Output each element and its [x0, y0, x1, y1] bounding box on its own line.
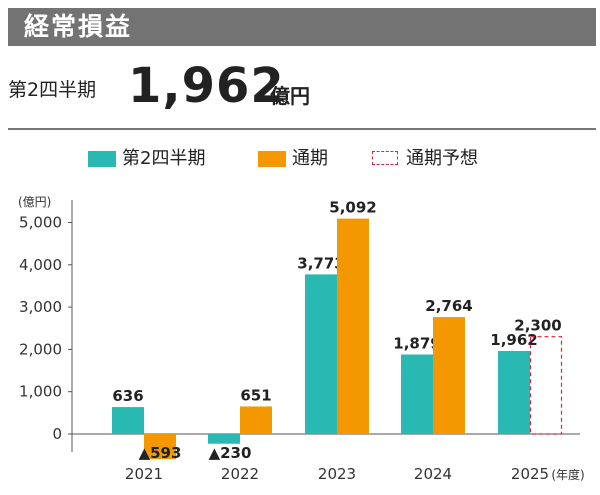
- page-title: 経常損益: [24, 12, 133, 41]
- legend-swatch-full-year: [258, 151, 286, 167]
- data-label-full-year: 2,764: [425, 297, 472, 315]
- y-tick-label: 4,000: [19, 256, 62, 274]
- y-tick-label: 1,000: [19, 383, 62, 401]
- y-tick-label: 3,000: [19, 298, 62, 316]
- x-axis-suffix: (年度): [551, 467, 584, 482]
- data-label-forecast: 2,300: [514, 317, 561, 335]
- x-tick-label: 2024: [414, 465, 452, 483]
- bar-forecast: [529, 336, 563, 435]
- legend-label-full-year: 通期: [292, 148, 328, 169]
- bar-full-year: [144, 434, 176, 460]
- data-label-full-year: ▲593: [139, 444, 182, 462]
- bar-full-year: [337, 218, 369, 434]
- divider: [8, 128, 596, 130]
- data-label-q2: 1,962: [490, 331, 537, 349]
- legend-swatch-q2: [88, 151, 116, 167]
- data-label-q2: 3,773: [297, 254, 344, 272]
- data-label-q2: 636: [112, 387, 143, 405]
- data-label-q2: ▲230: [209, 444, 252, 462]
- bar-q2: [208, 434, 240, 444]
- kpi-unit: 億円: [270, 84, 310, 108]
- header-bar: 経常損益: [8, 8, 596, 46]
- bar-full-year: [240, 406, 272, 434]
- x-tick-label: 2025: [511, 465, 549, 483]
- data-label-q2: 1,879: [393, 335, 440, 353]
- bar-q2: [305, 274, 337, 434]
- y-tick-label: 5,000: [19, 214, 62, 232]
- y-axis-unit: (億円): [18, 195, 51, 209]
- x-tick-label: 2023: [318, 465, 356, 483]
- legend-swatch-forecast: [372, 151, 398, 165]
- bar-full-year: [433, 317, 465, 434]
- y-tick-label: 2,000: [19, 340, 62, 358]
- x-tick-label: 2022: [221, 465, 259, 483]
- legend-label-q2: 第2四半期: [122, 148, 206, 169]
- data-label-full-year: 5,092: [329, 199, 376, 217]
- bar-q2: [498, 351, 530, 434]
- y-tick-label: 0: [52, 425, 62, 443]
- legend-label-forecast: 通期予想: [406, 148, 478, 169]
- bar-q2: [401, 354, 433, 434]
- kpi-label: 第2四半期: [8, 79, 97, 101]
- data-label-full-year: 651: [240, 386, 271, 404]
- x-tick-label: 2021: [125, 465, 163, 483]
- bar-q2: [112, 407, 144, 434]
- kpi-value: 1,962: [128, 58, 285, 114]
